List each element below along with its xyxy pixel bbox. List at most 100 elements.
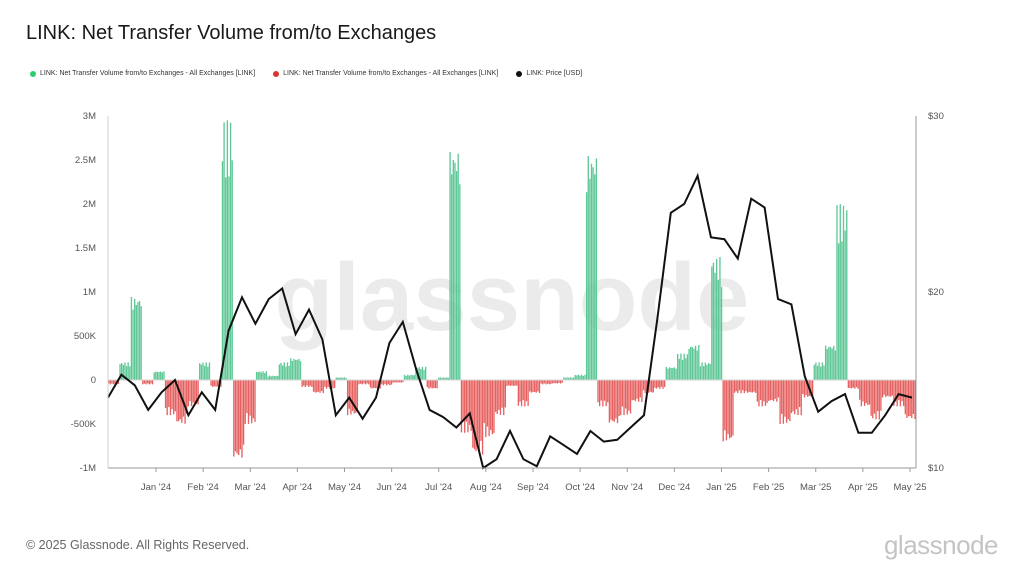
outflow-bar xyxy=(376,380,378,389)
outflow-bar xyxy=(472,380,474,448)
outflow-bar xyxy=(373,380,375,388)
outflow-bar xyxy=(426,380,428,388)
outflow-bar xyxy=(854,380,856,389)
x-tick-label: May '24 xyxy=(328,482,361,493)
outflow-bar xyxy=(785,380,788,423)
inflow-bar xyxy=(272,375,274,380)
outflow-bar xyxy=(186,380,188,414)
outflow-bar xyxy=(434,380,437,389)
outflow-bar xyxy=(535,380,537,393)
inflow-bar xyxy=(273,376,276,380)
inflow-bar xyxy=(587,156,589,380)
outflow-bar xyxy=(790,380,793,414)
outflow-bar xyxy=(911,380,913,418)
legend-item-inflow[interactable]: LINK: Net Transfer Volume from/to Exchan… xyxy=(30,70,255,77)
inflow-bar xyxy=(690,346,692,380)
outflow-bar xyxy=(556,380,559,384)
inflow-bar xyxy=(446,377,448,380)
x-tick-label: Apr '24 xyxy=(282,482,312,493)
inflow-bar xyxy=(678,358,680,380)
outflow-bar xyxy=(664,380,666,388)
inflow-bar xyxy=(340,377,342,380)
outflow-bar xyxy=(532,380,534,393)
inflow-bar xyxy=(584,374,586,380)
outflow-bar xyxy=(545,380,547,385)
outflow-bar xyxy=(358,380,360,385)
inflow-bar xyxy=(335,377,337,380)
outflow-bar xyxy=(631,380,633,401)
inflow-bar xyxy=(444,377,446,380)
outflow-bar xyxy=(182,380,185,417)
chart-svg: glassnode 3M 2.5M 2M 1.5M 1M 500K 0 -500K -1M $3… xyxy=(71,111,944,493)
outflow-bar xyxy=(382,380,385,386)
outflow-bar xyxy=(859,380,861,400)
outflow-bar xyxy=(811,380,814,397)
outflow-bar xyxy=(745,380,747,392)
outflow-bar xyxy=(868,380,871,405)
outflow-bar xyxy=(611,380,614,421)
inflow-bar xyxy=(221,161,224,380)
inflow-bar xyxy=(259,371,261,380)
watermark-text: glassnode xyxy=(275,244,750,351)
outflow-bar xyxy=(486,380,489,427)
outflow-bar xyxy=(548,380,550,385)
legend-label-inflow: LINK: Net Transfer Volume from/to Exchan… xyxy=(40,70,256,77)
outflow-bar xyxy=(738,380,741,391)
inflow-bar xyxy=(688,348,690,380)
inflow-bar xyxy=(296,359,298,380)
outflow-bar xyxy=(600,380,602,401)
inflow-bar xyxy=(280,362,282,380)
outflow-bar xyxy=(797,380,799,416)
outflow-bar xyxy=(883,380,885,395)
inflow-bar xyxy=(135,305,137,380)
outflow-bar xyxy=(722,380,724,442)
outflow-bar xyxy=(615,380,617,419)
legend-dot-black xyxy=(516,70,523,77)
legend-item-price[interactable]: LINK: Price [USD] xyxy=(516,70,582,77)
outflow-bar xyxy=(559,380,562,384)
outflow-bar xyxy=(782,380,785,424)
brand-logo[interactable]: glassnode xyxy=(883,530,999,560)
outflow-bar xyxy=(894,380,897,402)
legend-item-outflow[interactable]: LINK: Net Transfer Volume from/to Exchan… xyxy=(273,70,498,77)
outflow-bar xyxy=(654,380,656,388)
inflow-bar xyxy=(278,364,281,380)
inflow-bar xyxy=(457,153,459,380)
x-tick-label: Jul '24 xyxy=(425,482,452,493)
inflow-bar xyxy=(569,377,572,380)
outflow-bar xyxy=(777,380,780,398)
outflow-bar xyxy=(249,380,251,416)
x-tick-label: Jan '24 xyxy=(141,482,171,493)
outflow-bar xyxy=(215,380,217,387)
outflow-bar xyxy=(212,380,214,387)
outflow-bar xyxy=(621,380,624,407)
outflow-bar xyxy=(807,380,809,397)
outflow-bar xyxy=(187,380,189,407)
inflow-bar xyxy=(140,306,142,380)
outflow-bar xyxy=(753,380,755,392)
outflow-bar xyxy=(881,380,884,398)
inflow-bar xyxy=(579,375,581,380)
outflow-bar xyxy=(520,380,523,407)
outflow-bar xyxy=(148,380,150,385)
outflow-bar xyxy=(174,380,176,412)
outflow-bar xyxy=(633,380,635,400)
inflow-bar xyxy=(407,374,409,380)
outflow-bar xyxy=(886,380,889,396)
outflow-bar xyxy=(504,380,507,408)
outflow-bar xyxy=(381,380,383,385)
outflow-bar xyxy=(652,380,654,393)
inflow-bar xyxy=(829,347,832,380)
outflow-bar xyxy=(729,380,731,439)
outflow-bar xyxy=(470,380,472,431)
inflow-bar xyxy=(711,266,713,380)
inflow-bar xyxy=(270,376,272,380)
inflow-bar xyxy=(581,374,583,380)
outflow-bar xyxy=(499,380,502,415)
inflow-bar xyxy=(285,366,287,380)
y-left-tick-label: 1M xyxy=(83,287,96,298)
outflow-bar xyxy=(233,380,235,457)
inflow-bar xyxy=(207,366,209,380)
outflow-bar xyxy=(863,380,866,406)
outflow-bar xyxy=(657,380,659,388)
